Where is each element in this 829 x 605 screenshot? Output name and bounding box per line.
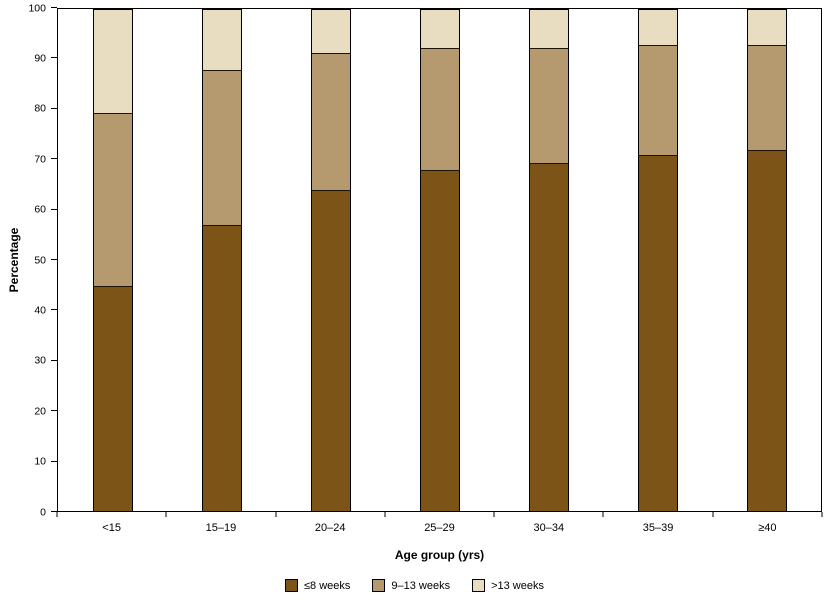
bar-segment [638,10,677,46]
x-tick-mark [602,512,604,517]
stacked-bar [310,9,351,511]
legend-swatch [372,579,386,592]
bar-slot [385,9,494,511]
bar-segment [747,150,786,511]
bar-segment [638,155,677,511]
legend-label: ≤8 weeks [303,579,351,592]
y-tick-mark [51,208,57,210]
legend-item: 9–13 weeks [372,579,450,592]
bar-segment [638,45,677,156]
legend-label: 9–13 weeks [391,579,451,592]
x-tick-mark [821,512,823,517]
x-tick-label: 30–34 [533,522,565,534]
stacked-bar [528,9,569,511]
stacked-bar [637,9,678,511]
y-tick-label: 60 [34,203,46,216]
x-tick-mark [165,512,167,517]
bar-slot [603,9,712,511]
y-tick-mark [51,259,57,260]
bar-segment [529,162,568,511]
bar-segment [529,47,568,163]
bar-segment [420,170,459,511]
y-tick-label: 100 [28,1,46,14]
x-tick-mark [384,512,386,517]
bar-slot [712,9,821,511]
stacked-bar [419,9,460,511]
legend-swatch [284,579,298,592]
plot-area [57,8,822,512]
stacked-bar [746,9,787,511]
y-tick-mark [51,158,57,160]
bar-segment [202,10,241,71]
bar-segment [93,10,132,113]
y-tick-mark [51,511,57,512]
y-tick-label: 90 [34,52,46,65]
bar-segment [202,70,241,226]
y-tick-mark [51,359,57,361]
x-axis-title: Age group (yrs) [394,548,485,562]
x-tick-label: 35–39 [642,522,674,534]
bar-segment [420,10,459,48]
bar-segment [93,112,132,286]
x-axis-labels: <15 15–19 20–24 25–29 30–34 35–39 ≥40 [57,522,822,534]
legend-label: >13 weeks [491,579,544,592]
y-tick-mark [51,57,57,59]
bar-segment [311,10,350,53]
bar-segment [747,45,786,151]
x-tick-label: ≥40 [758,522,777,534]
x-tick-mark [56,512,58,517]
x-tick-label: <15 [102,522,121,534]
y-tick-label: 30 [34,354,46,367]
x-tick-label: 15–19 [205,522,237,534]
y-axis: 0 10 20 30 40 50 60 70 80 90 100 [0,3,57,517]
x-tick-mark [493,512,495,517]
x-tick-mark [712,512,714,517]
bar-slot [58,9,167,511]
y-tick-label: 20 [34,404,46,417]
bar-slot [167,9,276,511]
y-tick-label: 0 [40,505,46,518]
y-tick-label: 50 [34,253,46,266]
x-tick-mark [275,512,277,517]
bar-segment [747,10,786,46]
y-tick-label: 80 [34,102,46,115]
y-tick-mark [51,460,57,462]
legend: ≤8 weeks 9–13 weeks >13 weeks [0,579,829,592]
stacked-bar [201,9,242,511]
x-axis-ticks [56,512,823,518]
bar-segment [93,285,132,511]
bar-segment [311,52,350,191]
y-tick-label: 10 [34,455,46,468]
legend-item: >13 weeks [472,579,544,592]
stacked-bar [92,9,133,511]
bar-segment [202,225,241,511]
legend-swatch [472,579,486,592]
y-tick-mark [51,7,57,8]
bar-slot [276,9,385,511]
y-tick-mark [51,309,57,311]
bar-slot [494,9,603,511]
y-tick-label: 70 [34,152,46,165]
x-tick-label: 20–24 [314,522,346,534]
legend-item: ≤8 weeks [284,579,351,592]
bar-segment [529,10,568,48]
bar-segment [420,47,459,171]
bar-segment [311,190,350,511]
y-tick-label: 40 [34,304,46,317]
y-tick-mark [51,410,57,412]
x-tick-label: 25–29 [424,522,455,534]
y-tick-mark [51,107,57,109]
